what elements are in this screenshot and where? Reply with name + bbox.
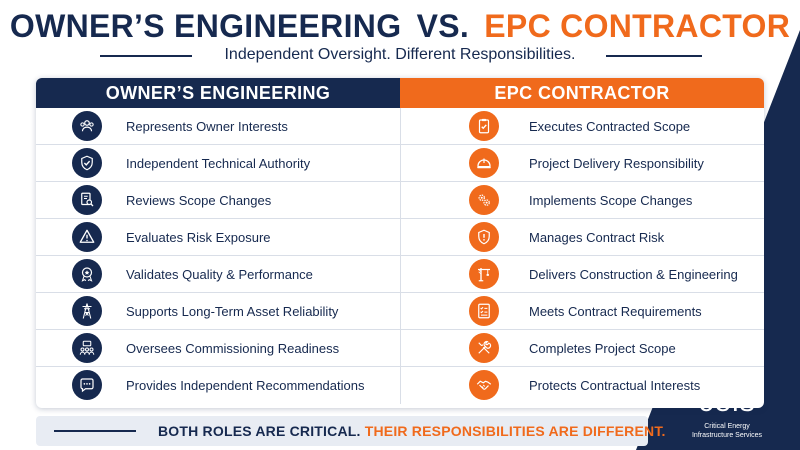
table-row: Independent Technical Authority Project D…: [36, 145, 764, 182]
logo-tagline-1: Critical Energy: [704, 423, 750, 430]
owner-responsibility: Supports Long-Term Asset Reliability: [126, 304, 339, 319]
epc-cell: Meets Contract Requirements: [400, 293, 764, 330]
column-header-epc: EPC CONTRACTOR: [400, 78, 764, 108]
crane-icon: [469, 259, 499, 289]
subtitle-row: Independent Oversight. Different Respons…: [0, 44, 800, 68]
footer-banner: BOTH ROLES ARE CRITICAL. THEIR RESPONSIB…: [36, 416, 665, 446]
epc-responsibility: Delivers Construction & Engineering: [529, 267, 738, 282]
warning-triangle-icon: [72, 222, 102, 252]
award-badge-icon: [72, 259, 102, 289]
clipboard-check-icon: [469, 111, 499, 141]
table-rows: Represents Owner Interests Executes Contr…: [36, 108, 764, 404]
owner-responsibility: Independent Technical Authority: [126, 156, 311, 171]
owner-cell: Reviews Scope Changes: [36, 182, 400, 219]
table-row: Reviews Scope Changes Implements Scope Ch…: [36, 182, 764, 219]
owner-responsibility: Evaluates Risk Exposure: [126, 230, 271, 245]
tools-icon: [469, 333, 499, 363]
ceis-logo: ceis Critical Energy Infrastructure Serv…: [672, 386, 782, 446]
epc-responsibility: Project Delivery Responsibility: [529, 156, 704, 171]
epc-responsibility: Protects Contractual Interests: [529, 378, 701, 393]
table-row: Supports Long-Term Asset Reliability Meet…: [36, 293, 764, 330]
table-row: Validates Quality & Performance Delivers …: [36, 256, 764, 293]
table-row: Oversees Commissioning Readiness Complete…: [36, 330, 764, 367]
epc-responsibility: Implements Scope Changes: [529, 193, 693, 208]
owner-responsibility: Reviews Scope Changes: [126, 193, 272, 208]
footer-text: BOTH ROLES ARE CRITICAL. THEIR RESPONSIB…: [158, 423, 666, 439]
epc-cell: Project Delivery Responsibility: [400, 145, 764, 182]
logo-wordmark: ceis: [698, 385, 756, 418]
logo-tagline-2: Infrastructure Services: [691, 432, 763, 439]
footer-text-part1: BOTH ROLES ARE CRITICAL.: [158, 423, 361, 439]
title-vs: VS.: [416, 8, 470, 44]
epc-cell: Manages Contract Risk: [400, 219, 764, 256]
owner-responsibility: Validates Quality & Performance: [126, 267, 313, 282]
owner-cell: Supports Long-Term Asset Reliability: [36, 293, 400, 330]
owner-responsibility: Oversees Commissioning Readiness: [126, 341, 340, 356]
owner-cell: Evaluates Risk Exposure: [36, 219, 400, 256]
page-title: OWNER’S ENGINEERING VS. EPC CONTRACTOR: [0, 6, 800, 46]
speech-bubble-icon: [72, 370, 102, 400]
shield-check-icon: [72, 148, 102, 178]
owner-cell: Represents Owner Interests: [36, 108, 400, 145]
epc-cell: Protects Contractual Interests: [400, 367, 764, 404]
table-row: Provides Independent Recommendations Prot…: [36, 367, 764, 404]
owner-cell: Independent Technical Authority: [36, 145, 400, 182]
shield-alert-icon: [469, 222, 499, 252]
gears-icon: [469, 185, 499, 215]
column-header-owner: OWNER’S ENGINEERING: [36, 78, 400, 108]
transmission-tower-icon: [72, 296, 102, 326]
epc-responsibility: Manages Contract Risk: [529, 230, 665, 245]
owner-cell: Oversees Commissioning Readiness: [36, 330, 400, 367]
handshake-icon: [469, 370, 499, 400]
owner-responsibility: Represents Owner Interests: [126, 119, 288, 134]
owner-cell: Validates Quality & Performance: [36, 256, 400, 293]
checklist-icon: [469, 296, 499, 326]
table-row: Represents Owner Interests Executes Contr…: [36, 108, 764, 145]
epc-cell: Executes Contracted Scope: [400, 108, 764, 145]
epc-responsibility: Meets Contract Requirements: [529, 304, 702, 319]
title-owner: OWNER’S ENGINEERING: [9, 8, 402, 44]
epc-responsibility: Completes Project Scope: [529, 341, 676, 356]
comparison-table: OWNER’S ENGINEERING EPC CONTRACTOR Repre…: [36, 78, 764, 408]
people-group-icon: [72, 111, 102, 141]
title-epc: EPC CONTRACTOR: [484, 8, 791, 44]
epc-cell: Completes Project Scope: [400, 330, 764, 367]
epc-responsibility: Executes Contracted Scope: [529, 119, 691, 134]
footer-text-part2: THEIR RESPONSIBILITIES ARE DIFFERENT.: [364, 423, 666, 439]
epc-cell: Implements Scope Changes: [400, 182, 764, 219]
owner-cell: Provides Independent Recommendations: [36, 367, 400, 404]
hard-hat-icon: [469, 148, 499, 178]
document-search-icon: [72, 185, 102, 215]
footer-divider: [54, 430, 136, 432]
subtitle-divider-left: [100, 55, 192, 57]
table-row: Evaluates Risk Exposure Manages Contract …: [36, 219, 764, 256]
epc-cell: Delivers Construction & Engineering: [400, 256, 764, 293]
owner-responsibility: Provides Independent Recommendations: [126, 378, 365, 393]
subtitle-divider-right: [606, 55, 702, 57]
subtitle: Independent Oversight. Different Respons…: [224, 46, 576, 63]
team-meeting-icon: [72, 333, 102, 363]
